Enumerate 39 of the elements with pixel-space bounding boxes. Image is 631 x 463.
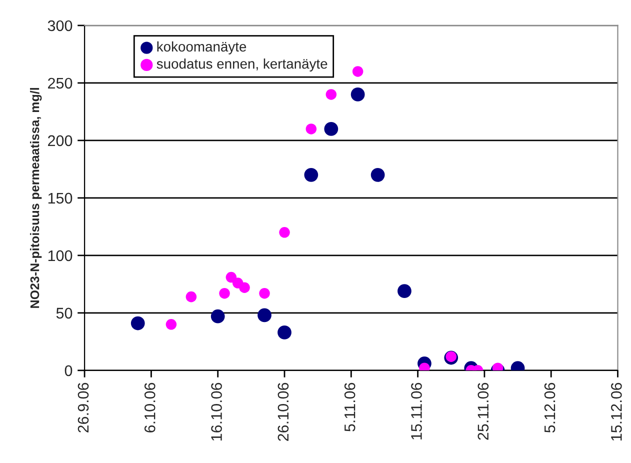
x-tick-label: 26.10.06 <box>278 382 289 441</box>
legend-label: suodatus ennen, kertanäyte <box>156 58 328 72</box>
point <box>446 351 457 362</box>
x-tick-label: 15.11.06 <box>411 382 422 440</box>
point <box>258 308 272 322</box>
point <box>259 288 270 299</box>
point <box>306 124 317 134</box>
point <box>279 227 290 238</box>
point <box>398 284 412 298</box>
point <box>210 309 225 324</box>
point <box>304 168 318 182</box>
y-tick-label: 0 <box>64 365 72 376</box>
y-tick-label: 200 <box>48 135 72 146</box>
x-tick-label: 16.10.06 <box>211 382 222 441</box>
y-axis-title: NO23-N-pitoisuus permeaatissa, mg/l <box>30 88 42 308</box>
y-tick-label: 100 <box>48 250 72 262</box>
y-tick-label: 150 <box>48 192 72 204</box>
x-tick-label: 5.12.06 <box>544 382 556 433</box>
point <box>370 168 385 182</box>
point <box>226 272 237 283</box>
point <box>130 316 145 330</box>
x-tick-label: 26.9.06 <box>78 382 89 432</box>
point <box>239 282 250 293</box>
y-tick-label: 250 <box>48 78 72 89</box>
point <box>186 291 197 302</box>
point <box>326 89 337 100</box>
legend-label: kokoomanäyte <box>157 41 246 54</box>
x-tick-label: 6.10.06 <box>144 382 156 432</box>
y-tick-label: 300 <box>48 20 72 32</box>
x-tick-label: 5.11.06 <box>344 382 356 432</box>
point <box>324 122 338 136</box>
point <box>352 66 364 77</box>
point <box>166 319 177 330</box>
point <box>219 288 230 299</box>
y-tick-label: 50 <box>56 308 72 319</box>
x-tick-label: 15.12.06 <box>611 382 622 441</box>
point <box>278 326 292 340</box>
x-tick-label: 25.11.06 <box>478 382 489 440</box>
point <box>350 88 365 102</box>
